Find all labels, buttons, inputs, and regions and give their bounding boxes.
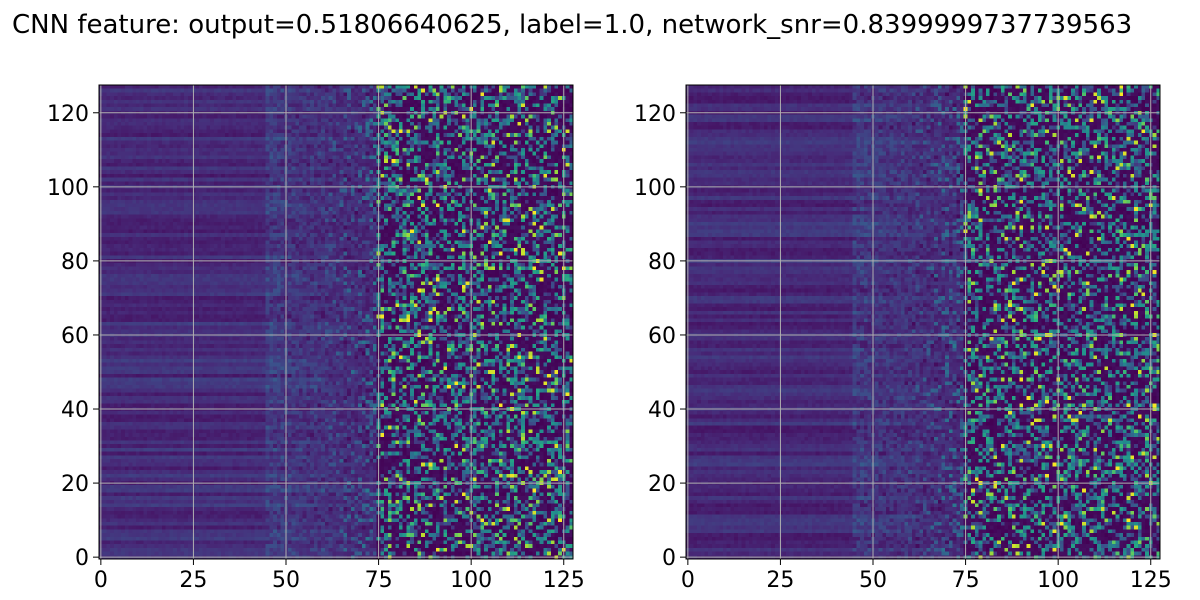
x-tick-label: 25 (766, 568, 794, 593)
x-tick-label: 0 (94, 568, 108, 593)
x-tick-label: 100 (1037, 568, 1079, 593)
y-tick-label: 80 (648, 250, 676, 275)
plot-frame (98, 84, 574, 560)
heatmap-cells (686, 85, 1160, 559)
y-tick-label: 60 (61, 324, 89, 349)
y-tick-label: 120 (47, 102, 89, 127)
x-tick-label: 75 (952, 568, 980, 593)
x-tick-label: 125 (1130, 568, 1172, 593)
x-tick-label: 75 (365, 568, 393, 593)
x-tick-label: 125 (543, 568, 585, 593)
y-tick-label: 40 (648, 398, 676, 423)
y-tick-label: 20 (61, 472, 89, 497)
heatmap-left: 0 25 50 75 100 125 0 20 40 60 80 100 120 (47, 84, 585, 593)
figure-title: CNN feature: output=0.51806640625, label… (12, 10, 1133, 40)
plot-frame (685, 84, 1161, 560)
x-tick-label: 25 (179, 568, 207, 593)
y-tick-label: 120 (634, 102, 676, 127)
y-tick-label: 100 (634, 176, 676, 201)
y-tick-label: 100 (47, 176, 89, 201)
y-tick-label: 20 (648, 472, 676, 497)
x-tick-label: 0 (681, 568, 695, 593)
x-tick-label: 50 (859, 568, 887, 593)
y-tick-label: 80 (61, 250, 89, 275)
y-tick-label: 0 (75, 546, 89, 571)
x-tick-label: 100 (450, 568, 492, 593)
heatmap-cells (99, 85, 573, 559)
heatmap-right: 0 25 50 75 100 125 0 20 40 60 80 100 120 (634, 84, 1172, 593)
y-tick-label: 40 (61, 398, 89, 423)
y-tick-label: 0 (662, 546, 676, 571)
x-tick-label: 50 (272, 568, 300, 593)
y-tick-label: 60 (648, 324, 676, 349)
